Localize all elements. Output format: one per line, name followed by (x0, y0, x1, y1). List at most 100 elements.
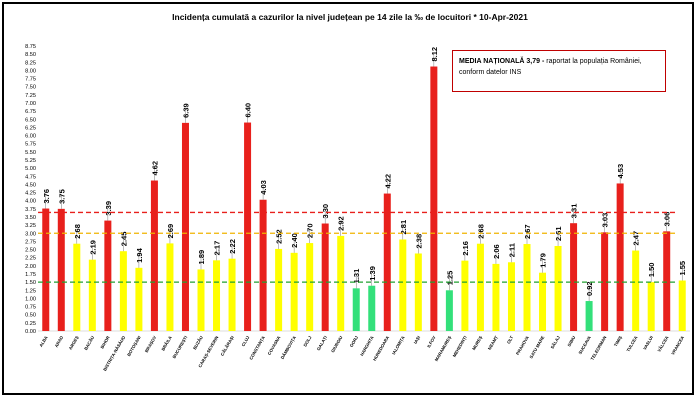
value-label: 3.06 (663, 212, 672, 227)
y-tick-label: 5.00 (25, 166, 36, 172)
y-tick-label: 5.50 (25, 150, 36, 156)
bar (476, 243, 484, 331)
bar (181, 122, 189, 332)
bar (492, 263, 500, 331)
bar (554, 245, 562, 331)
y-tick-label: 5.75 (25, 142, 36, 148)
value-label: 1.50 (647, 263, 656, 278)
category-label: ARAD (54, 335, 65, 348)
bar (73, 243, 81, 331)
bar (507, 262, 515, 331)
y-tick-label: 4.25 (25, 191, 36, 197)
category-label: VASLUI (642, 335, 654, 351)
bar (539, 272, 547, 331)
chart-title: Incidența cumulată a cazurilor la nivel … (172, 12, 528, 22)
y-tick-label: 7.25 (25, 93, 36, 99)
category-label: GALAȚI (316, 335, 328, 351)
bar (259, 199, 267, 331)
value-label: 2.40 (290, 233, 299, 248)
y-tick-label: 2.75 (25, 239, 36, 245)
value-label: 2.68 (476, 224, 485, 239)
category-label: HARGHITA (359, 335, 375, 357)
y-tick-label: 0.25 (25, 321, 36, 327)
y-tick-label: 6.50 (25, 117, 36, 123)
bar (570, 223, 578, 331)
bar (275, 248, 283, 331)
bar (585, 301, 593, 331)
y-tick-label: 1.00 (25, 296, 36, 302)
value-label: 4.53 (616, 164, 625, 179)
value-label: 0.92 (585, 281, 594, 296)
value-label: 2.67 (523, 224, 532, 239)
category-label: PRAHOVA (515, 335, 530, 356)
bar (166, 243, 174, 331)
value-label: 2.92 (337, 216, 346, 231)
y-tick-label: 7.00 (25, 101, 36, 107)
y-tick-label: 1.50 (25, 280, 36, 286)
y-tick-label: 8.00 (25, 68, 36, 74)
category-label: BUZĂU (192, 335, 204, 351)
y-tick-label: 1.75 (25, 272, 36, 278)
y-tick-label: 3.25 (25, 223, 36, 229)
category-label: BOTOȘANI (126, 335, 142, 357)
national-average-label: MEDIA NAȚIONALĂ 3,79 - (459, 58, 545, 65)
category-label: SUCEAVA (577, 335, 592, 355)
y-tick-label: 6.25 (25, 125, 36, 131)
category-label: ALBA (38, 335, 48, 348)
category-label: SIBIU (566, 335, 576, 347)
value-label: 4.22 (383, 174, 392, 189)
bar (244, 122, 252, 332)
category-label: DÂMBOVIȚA (280, 335, 297, 360)
category-label: COVASNA (267, 335, 282, 356)
category-label: BACĂU (83, 335, 95, 351)
category-label: IAȘI (413, 335, 422, 345)
y-tick-label: 0.00 (25, 329, 36, 335)
bar (663, 231, 671, 331)
bar (150, 180, 158, 331)
category-label: ARGEȘ (68, 335, 80, 351)
category-label: CĂLĂRAȘI (219, 335, 234, 357)
value-label: 2.22 (228, 239, 237, 254)
value-label: 2.69 (166, 224, 175, 239)
value-label: 2.68 (73, 224, 82, 239)
y-tick-label: 3.75 (25, 207, 36, 213)
bar (601, 232, 609, 331)
value-label: 3.31 (570, 204, 579, 219)
value-label: 3.30 (321, 204, 330, 219)
category-label: DOLJ (302, 334, 312, 347)
category-label: TELEORMAN (590, 335, 608, 361)
value-label: 6.39 (181, 103, 190, 118)
category-label: BUCUREȘTI (171, 335, 188, 359)
category-label: TIMIȘ (613, 335, 623, 348)
category-label: SĂLAJ (550, 334, 562, 349)
bar (414, 253, 422, 331)
bar (104, 220, 112, 331)
bar (647, 282, 655, 331)
y-tick-label: 0.75 (25, 305, 36, 311)
y-tick-label: 0.50 (25, 313, 36, 319)
bar (461, 260, 469, 331)
value-label: 2.16 (461, 241, 470, 256)
value-label: 2.45 (119, 232, 128, 247)
value-label: 1.55 (678, 261, 687, 276)
category-label: TULCEA (625, 335, 638, 353)
bar (119, 251, 127, 331)
category-label: VÂLCEA (656, 335, 669, 353)
bar (632, 250, 640, 331)
bar (135, 267, 143, 331)
value-label: 1.25 (445, 271, 454, 286)
value-label: 6.40 (244, 103, 253, 118)
y-tick-label: 2.25 (25, 256, 36, 262)
national-average-text: raportat la populația României, conform … (459, 58, 642, 76)
y-tick-label: 4.00 (25, 199, 36, 205)
y-tick-label: 3.00 (25, 231, 36, 237)
category-label: MEHEDINȚI (452, 335, 468, 358)
value-label: 8.12 (430, 47, 439, 62)
category-label: ILFOV (426, 335, 437, 349)
category-label: HUNEDOARA (372, 335, 390, 362)
bar (42, 208, 50, 331)
y-tick-label: 6.75 (25, 109, 36, 115)
national-average-note: MEDIA NAȚIONALĂ 3,79 - raportat la popul… (452, 50, 666, 92)
category-label: SATU MARE (528, 335, 545, 359)
